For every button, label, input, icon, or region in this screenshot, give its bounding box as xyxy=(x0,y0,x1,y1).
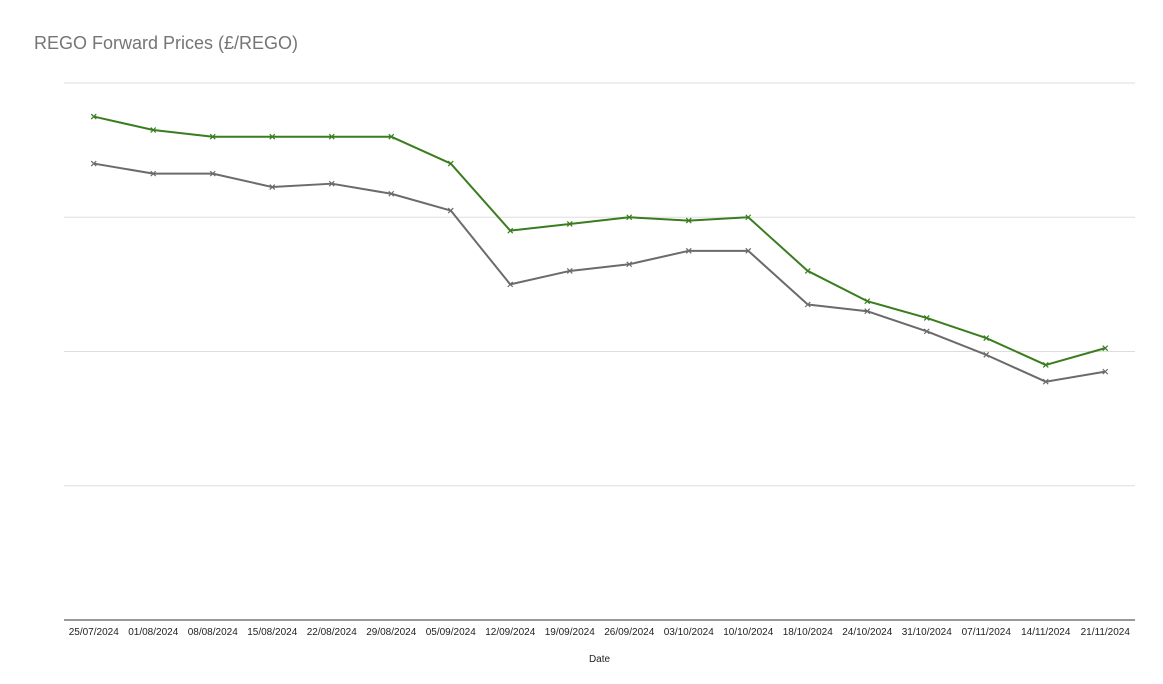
x-tick-label: 12/09/2024 xyxy=(485,627,535,638)
x-tick-label: 18/10/2024 xyxy=(783,627,833,638)
data-point xyxy=(209,170,216,177)
series-line xyxy=(93,115,1106,366)
data-point xyxy=(209,133,216,140)
data-point xyxy=(804,301,811,308)
data-point xyxy=(745,247,752,254)
x-tick-label: 01/08/2024 xyxy=(128,627,178,638)
x-tick-labels: 25/07/2024 01/08/2024 08/08/2024 15/08/2024… xyxy=(69,627,1131,638)
x-tick-label: 22/08/2024 xyxy=(307,627,357,638)
data-point xyxy=(269,133,276,140)
x-tick-label: 31/10/2024 xyxy=(902,627,952,638)
data-point xyxy=(150,127,157,133)
x-tick-label: 08/08/2024 xyxy=(188,627,238,638)
data-point xyxy=(328,180,335,187)
data-point xyxy=(864,308,871,315)
x-tick-label: 15/08/2024 xyxy=(247,627,297,638)
x-tick-label: 05/09/2024 xyxy=(426,627,476,638)
data-point xyxy=(1042,378,1049,385)
x-tick-label: 26/09/2024 xyxy=(604,627,654,638)
data-point xyxy=(150,170,157,177)
data-point xyxy=(1102,345,1109,352)
data-point xyxy=(804,268,811,274)
series-1 xyxy=(90,113,1109,368)
x-tick-label: 25/07/2024 xyxy=(69,627,119,638)
chart-title: REGO Forward Prices (£/REGO) xyxy=(34,33,299,53)
x-tick-label: 14/11/2024 xyxy=(1021,627,1071,638)
x-tick-label: 19/09/2024 xyxy=(545,627,595,638)
data-point xyxy=(447,160,454,167)
data-point xyxy=(626,214,633,221)
data-point xyxy=(685,247,692,254)
data-point xyxy=(923,328,930,335)
series-layer xyxy=(90,113,1109,385)
x-tick-label: 03/10/2024 xyxy=(664,627,714,638)
data-point xyxy=(90,160,97,167)
series-2 xyxy=(90,160,1109,385)
data-point xyxy=(983,351,990,358)
x-tick-label: 10/10/2024 xyxy=(723,627,773,638)
data-point xyxy=(745,214,752,221)
x-tick-label: 21/11/2024 xyxy=(1081,627,1131,638)
series-line xyxy=(93,162,1106,383)
x-tick-label: 07/11/2024 xyxy=(962,627,1012,638)
data-point xyxy=(269,184,276,190)
data-point xyxy=(626,261,633,268)
gridlines xyxy=(64,82,1135,487)
data-point xyxy=(566,268,573,274)
x-axis-title: Date xyxy=(589,654,611,665)
data-point xyxy=(1102,368,1109,375)
data-point xyxy=(923,315,930,321)
data-point xyxy=(1042,362,1049,368)
data-point xyxy=(507,227,514,234)
data-point xyxy=(328,133,335,140)
data-point xyxy=(507,281,514,288)
data-point xyxy=(90,113,97,120)
x-tick-label: 24/10/2024 xyxy=(842,627,892,638)
data-point xyxy=(864,298,871,305)
data-point xyxy=(447,207,454,214)
data-point xyxy=(388,190,395,197)
data-point xyxy=(983,335,990,341)
x-tick-label: 29/08/2024 xyxy=(366,627,416,638)
data-point xyxy=(388,133,395,140)
data-point xyxy=(566,221,573,227)
data-point xyxy=(685,217,692,224)
